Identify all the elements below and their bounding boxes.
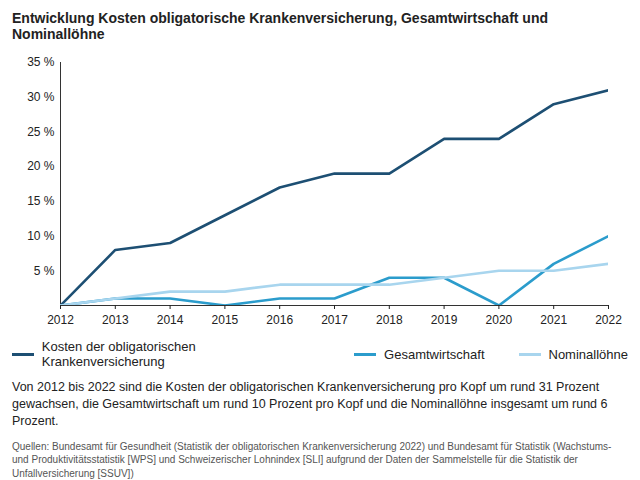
svg-text:2018: 2018 [376,313,403,327]
html-text:Gesamtwirtschaft: Gesamtwirtschaft [384,346,485,362]
svg-text:5 %: 5 % [34,264,55,278]
svg-text:30 %: 30 % [27,90,55,104]
svg-text:20 %: 20 % [27,159,55,173]
svg-text:35 %: 35 % [27,55,55,69]
svg-text:2022: 2022 [595,313,622,327]
svg-text:2020: 2020 [486,313,513,327]
html-text:Entwicklung Kosten obligatoris: Entwicklung Kosten obligatorische Kranke… [12,10,548,42]
svg-text:2012: 2012 [47,313,74,327]
svg-text:2021: 2021 [540,313,567,327]
html-text:Kosten der obligatorischen Kra: Kosten der obligatorischen Krankenversic… [41,339,196,369]
html-text:Quellen: Bundesamt für Gesundh: Quellen: Bundesamt für Gesundheit (Stati… [12,440,612,479]
svg-text:2013: 2013 [102,313,129,327]
svg-text:25 %: 25 % [27,125,55,139]
svg-text:15 %: 15 % [27,194,55,208]
svg-text:2016: 2016 [266,313,293,327]
svg-text:2014: 2014 [157,313,184,327]
svg-text:2019: 2019 [431,313,458,327]
html-text:Von 2012 bis 2022 sind die Kos: Von 2012 bis 2022 sind die Kosten der ob… [12,380,608,428]
svg-text:2017: 2017 [321,313,348,327]
svg-text:10 %: 10 % [27,229,55,243]
html-text:Nominallöhne: Nominallöhne [548,346,628,362]
svg-text:2015: 2015 [212,313,239,327]
